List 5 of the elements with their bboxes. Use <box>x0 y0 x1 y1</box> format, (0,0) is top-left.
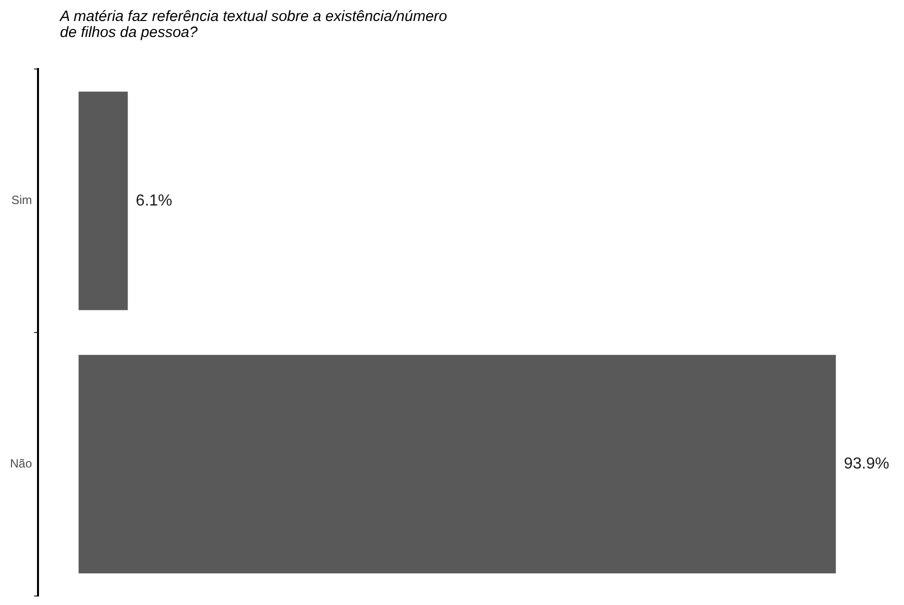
chart-title: A matéria faz referência textual sobre a existência/número de filhos da pessoa? <box>60 8 448 41</box>
data-label: 93.9% <box>844 456 890 473</box>
data-label: 6.1% <box>136 192 172 210</box>
y-tick-label: Não <box>10 456 32 470</box>
y-tick-label: Sim <box>11 193 32 208</box>
